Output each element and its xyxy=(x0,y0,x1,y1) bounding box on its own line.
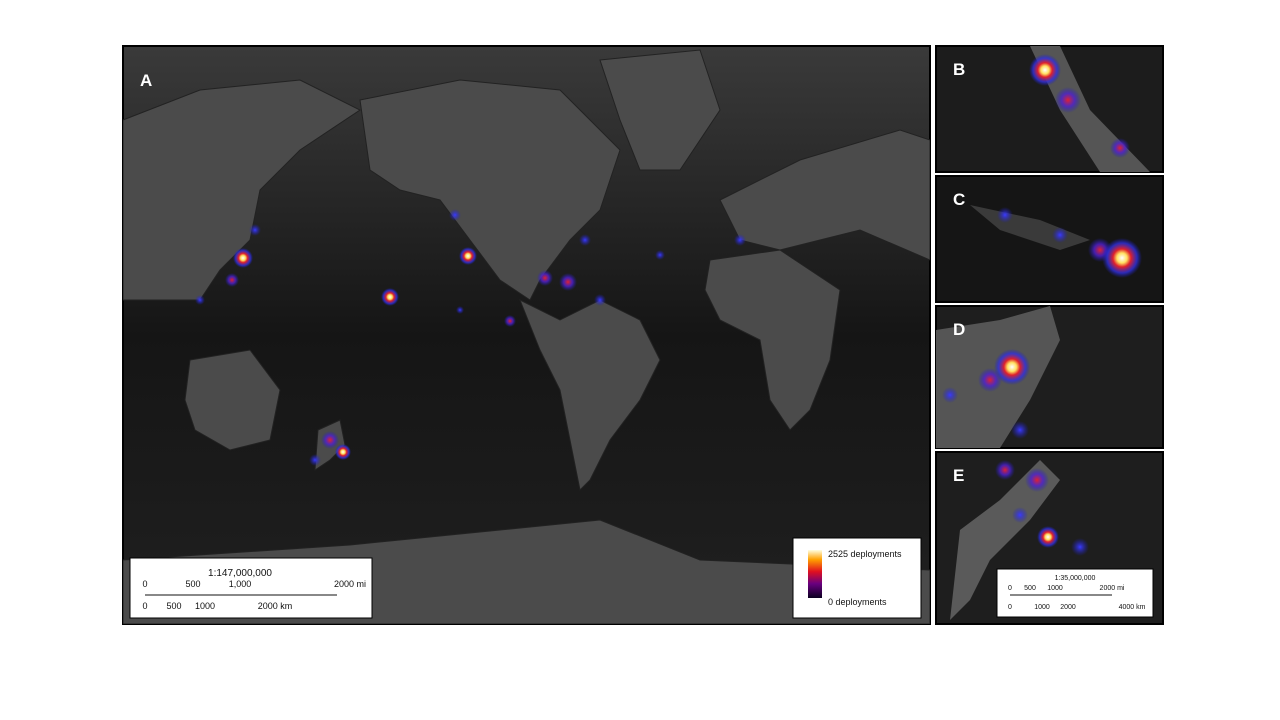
scale-ratio: 1:147,000,000 xyxy=(208,568,272,579)
panel-c-part xyxy=(1052,227,1068,243)
scale-label: 1000 xyxy=(1047,585,1063,592)
deployment-heat xyxy=(195,209,746,466)
inset-scale-bar: 1:35,000,000 0 500 1000 2000 mi 0 1000 2… xyxy=(996,568,1154,618)
panel-c-part xyxy=(997,207,1013,223)
scale-label: 1,000 xyxy=(229,579,252,589)
legend: 2525 deployments 0 deployments xyxy=(792,537,922,619)
scale-label: 0 xyxy=(142,579,147,589)
panel-label: E xyxy=(953,466,964,485)
panel-e-part xyxy=(1025,468,1049,492)
landmass xyxy=(123,49,930,624)
scale-bar: 1:147,000,000 0 500 1,000 2000 mi 0 500 … xyxy=(129,557,373,619)
panel-c: C xyxy=(935,175,1164,303)
legend-max: 2525 deployments xyxy=(828,549,902,559)
scale-label: 500 xyxy=(166,601,181,611)
landmass-part xyxy=(123,79,361,301)
deployment-heat-part xyxy=(249,224,261,236)
panel-d-part xyxy=(994,349,1030,385)
panel-b-part xyxy=(1055,87,1081,113)
scale-label: 500 xyxy=(1024,585,1036,592)
panel-e-part xyxy=(1037,526,1059,548)
panel-e-part xyxy=(995,460,1015,480)
scale-label: 2000 xyxy=(1060,604,1076,611)
deployment-heat-part xyxy=(321,431,339,449)
deployment-heat-part xyxy=(655,250,665,260)
deployment-heat-part xyxy=(335,444,351,460)
scale-label: 4000 km xyxy=(1119,604,1146,611)
panel-e-part xyxy=(950,460,1060,620)
deployment-heat-part xyxy=(459,247,477,265)
scale-label: 2000 mi xyxy=(1100,585,1125,592)
panel-b: B xyxy=(935,45,1164,173)
panel-a: A 1:147,000,000 0 500 1,000 2000 mi 0 50… xyxy=(122,45,931,625)
legend-part xyxy=(808,550,822,598)
panel-label: B xyxy=(953,60,965,79)
scale-label: 1000 xyxy=(1034,604,1050,611)
panel-d-part xyxy=(978,368,1002,392)
deployment-heat-part xyxy=(559,273,577,291)
deployment-heat-part xyxy=(734,234,746,246)
deployment-heat-part xyxy=(456,306,464,314)
inset-scale-bar-part xyxy=(996,568,1154,618)
landmass-part xyxy=(599,49,721,171)
panel-label: C xyxy=(953,190,965,209)
scale-label: 2000 mi xyxy=(334,579,366,589)
deployment-heat-part xyxy=(504,315,516,327)
deployment-heat-part xyxy=(233,248,253,268)
scale-bar-part xyxy=(129,557,373,619)
deployment-heat-part xyxy=(594,294,606,306)
panel-label: D xyxy=(953,320,965,339)
panel-d-part xyxy=(942,387,958,403)
panel-c-part xyxy=(1102,238,1142,278)
panel-e-part xyxy=(1012,507,1028,523)
landmass-part xyxy=(359,79,621,301)
deployment-heat-part xyxy=(309,454,321,466)
deployment-heat-part xyxy=(579,234,591,246)
panel-b-part xyxy=(1030,46,1150,172)
deployment-heat-part xyxy=(449,209,461,221)
scale-label: 0 xyxy=(1008,585,1012,592)
deployment-heat-part xyxy=(195,295,205,305)
panel-b-part xyxy=(1029,54,1061,86)
scale-label: 2000 km xyxy=(258,601,293,611)
panel-d-part xyxy=(1011,421,1029,439)
scale-label: 0 xyxy=(142,601,147,611)
landmass-part xyxy=(704,249,841,431)
panel-e: E 1:35,000,000 0 500 1000 2000 mi 0 1000… xyxy=(935,451,1164,625)
scale-label: 1000 xyxy=(195,601,215,611)
scale-label: 0 xyxy=(1008,604,1012,611)
legend-min: 0 deployments xyxy=(828,597,887,607)
deployment-heat-part xyxy=(537,270,553,286)
panel-e-part xyxy=(1071,538,1089,556)
panel-d: D xyxy=(935,305,1164,449)
deployment-heat-part xyxy=(381,288,399,306)
scale-ratio: 1:35,000,000 xyxy=(1055,575,1096,582)
scale-label: 500 xyxy=(185,579,200,589)
deployment-heat-part xyxy=(225,273,239,287)
panel-b-part xyxy=(1110,138,1130,158)
landmass-part xyxy=(184,349,281,451)
landmass-part xyxy=(719,129,930,261)
panel-label: A xyxy=(140,71,152,90)
